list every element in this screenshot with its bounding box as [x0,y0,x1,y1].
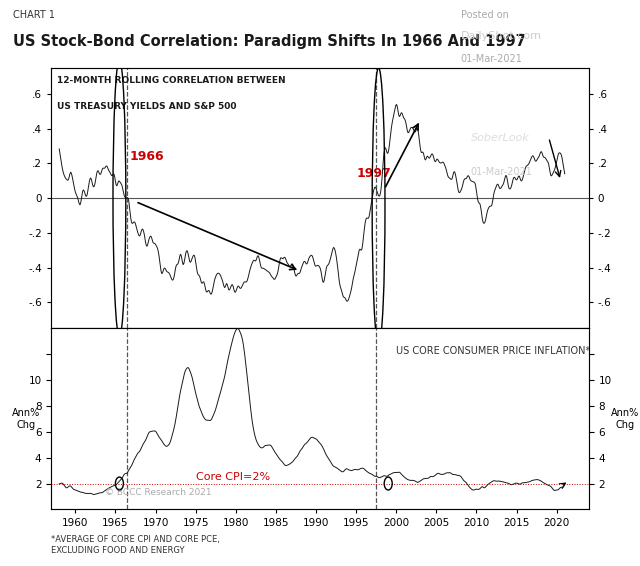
Text: © BCCC Research 2021: © BCCC Research 2021 [105,488,212,497]
Text: Core CPI=2%: Core CPI=2% [196,471,269,482]
Text: CHART 1: CHART 1 [13,10,55,20]
Text: Posted on: Posted on [461,10,509,20]
Text: DailyShot.com: DailyShot.com [461,31,542,41]
Text: US CORE CONSUMER PRICE INFLATION*: US CORE CONSUMER PRICE INFLATION* [396,346,591,356]
Text: *AVERAGE OF CORE CPI AND CORE PCE,
EXCLUDING FOOD AND ENERGY: *AVERAGE OF CORE CPI AND CORE PCE, EXCLU… [51,535,220,555]
Text: US Stock-Bond Correlation: Paradigm Shifts In 1966 And 1997: US Stock-Bond Correlation: Paradigm Shif… [13,34,525,49]
Text: SoberLook: SoberLook [470,133,529,143]
Text: 1997: 1997 [356,168,391,181]
Text: 1966: 1966 [130,150,164,163]
Text: 12-MONTH ROLLING CORRELATION BETWEEN: 12-MONTH ROLLING CORRELATION BETWEEN [56,76,285,85]
Text: 01-Mar-2021: 01-Mar-2021 [470,167,532,177]
Y-axis label: Ann%
Chg: Ann% Chg [12,408,40,430]
Text: 01-Mar-2021: 01-Mar-2021 [461,54,523,65]
Text: US TREASURY YIELDS AND S&P 500: US TREASURY YIELDS AND S&P 500 [56,102,236,111]
Y-axis label: Ann%
Chg: Ann% Chg [611,408,639,430]
